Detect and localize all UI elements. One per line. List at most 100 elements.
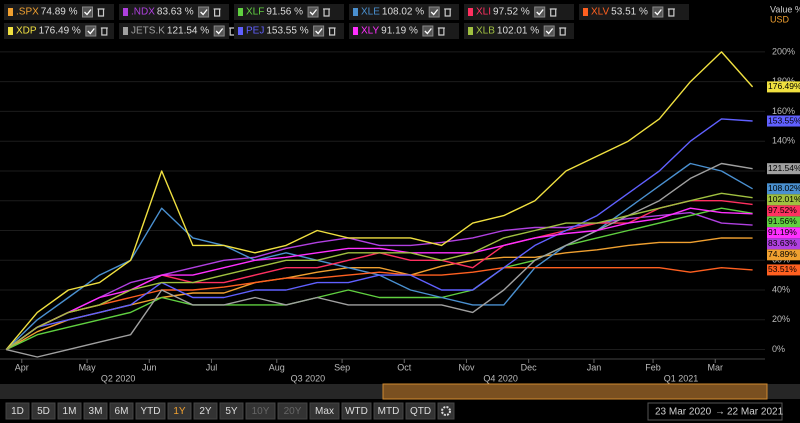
series-line [5, 192, 753, 351]
quarter-label: Q3 2020 [291, 373, 326, 383]
period-button[interactable]: Max [309, 402, 340, 420]
end-label: 74.89% [767, 249, 800, 261]
end-label: 121.54% [767, 163, 800, 175]
legend-delete[interactable] [559, 27, 567, 36]
period-button[interactable]: 6M [109, 402, 134, 420]
period-button[interactable]: WTD [341, 402, 372, 420]
legend-delete[interactable] [549, 8, 557, 17]
legend-checkbox[interactable] [213, 25, 225, 37]
end-label: 153.55% [767, 115, 800, 127]
legend-item[interactable]: XLB 102.01 % [464, 23, 574, 39]
legend-name: XLF [246, 7, 264, 18]
legend-item[interactable]: XLF 91.56 % [234, 4, 344, 20]
legend-delete[interactable] [100, 27, 108, 36]
legend-check [545, 28, 554, 35]
period-button[interactable]: 5D [31, 402, 56, 420]
period-button[interactable]: 3M [83, 402, 108, 420]
period-button[interactable]: 1M [57, 402, 82, 420]
button-label: 1Y [173, 406, 186, 417]
legend-check [87, 28, 95, 35]
period-button[interactable]: 2Y [193, 402, 218, 420]
legend-delete[interactable] [323, 8, 331, 17]
end-label-box [767, 264, 800, 276]
legend-checkbox[interactable] [313, 25, 325, 37]
legend-checkbox[interactable] [85, 25, 97, 37]
button-label: WTD [345, 406, 368, 417]
period-button[interactable]: 1D [5, 402, 30, 420]
legend-value: 91.19 % [381, 26, 418, 37]
button-bg [109, 402, 134, 420]
legend-item[interactable]: .NDX 83.63 % [119, 4, 229, 20]
period-button: 10Y [245, 402, 276, 420]
legend-item[interactable]: .SPX 74.89 % [4, 4, 114, 20]
legend-checkbox[interactable] [543, 25, 555, 37]
legend-item[interactable]: XLV 53.51 % [579, 4, 689, 20]
legend-checkbox[interactable] [428, 6, 440, 18]
scrollbar-range[interactable] [382, 383, 768, 400]
legend-checkbox[interactable] [307, 6, 319, 18]
legend-value: 102.01 % [497, 26, 539, 37]
legend-checkbox[interactable] [534, 6, 546, 18]
legend-swatch [353, 27, 358, 35]
legend-name: XLY [361, 26, 379, 37]
end-label: 83.63% [767, 238, 800, 250]
legend-item[interactable]: XLE 108.02 % [349, 4, 459, 20]
y-tick-label: 40% [772, 284, 790, 294]
legend-check [315, 28, 323, 35]
series-line [5, 267, 753, 351]
settings-button[interactable] [437, 402, 455, 420]
button-label: Max [315, 406, 334, 417]
period-button[interactable]: 5Y [219, 402, 244, 420]
button-label: 6M [115, 406, 129, 417]
button-bg [219, 402, 244, 420]
legend-item[interactable]: PEJ 153.55 % [234, 23, 344, 39]
legend-delete[interactable] [328, 27, 336, 36]
legend-check [536, 9, 544, 16]
quarter-label: Q4 2020 [483, 373, 518, 383]
legend-delete[interactable] [444, 8, 452, 17]
legend-checkbox[interactable] [198, 6, 210, 18]
end-label-text: 153.55% [768, 115, 800, 125]
quarter-label: Q2 2020 [101, 373, 136, 383]
axis-title: Value % [770, 4, 800, 14]
end-label: 102.01% [767, 194, 800, 206]
legend-swatch [8, 8, 13, 16]
button-bg [309, 402, 340, 420]
legend-value: 121.54 % [167, 26, 209, 37]
legend-checkbox[interactable] [422, 25, 434, 37]
legend-item[interactable]: XLI 97.52 % [464, 4, 574, 20]
button-bg [5, 402, 30, 420]
button-label: 10Y [252, 406, 270, 417]
series-line [5, 207, 753, 351]
legend-delete[interactable] [437, 27, 445, 36]
legend-delete[interactable] [667, 8, 675, 17]
end-label-box [767, 249, 800, 261]
range-end: 22 Mar 2021 [727, 407, 784, 418]
legend-item[interactable]: XDP 176.49 % [4, 23, 114, 39]
legend-check [84, 9, 92, 16]
end-label-text: 121.54% [768, 163, 800, 173]
legend-delete[interactable] [97, 8, 105, 17]
y-tick-label: 180% [772, 76, 795, 86]
period-button[interactable]: MTD [373, 402, 404, 420]
legend-item[interactable]: JETS.K 121.54 % [119, 23, 237, 39]
period-button[interactable]: YTD [135, 402, 166, 420]
legend-checkbox[interactable] [652, 6, 664, 18]
legend-checkbox[interactable] [82, 6, 93, 18]
legend-name: XDP [16, 26, 37, 37]
x-tick-label: Oct [397, 362, 412, 372]
legend-value: 91.56 % [266, 7, 303, 18]
legend-value: 97.52 % [493, 7, 530, 18]
period-button[interactable]: QTD [405, 402, 436, 420]
end-label-text: 83.63% [768, 238, 797, 248]
legend-swatch [123, 27, 128, 35]
date-range-box[interactable] [647, 402, 783, 421]
legend-name: XLE [361, 7, 380, 18]
period-button[interactable]: 1Y [167, 402, 192, 420]
legend-item[interactable]: XLY 91.19 % [349, 23, 459, 39]
series-line [5, 51, 754, 351]
button-label: 5D [37, 406, 50, 417]
legend-delete[interactable] [213, 8, 221, 17]
end-label-text: 91.19% [768, 227, 797, 237]
